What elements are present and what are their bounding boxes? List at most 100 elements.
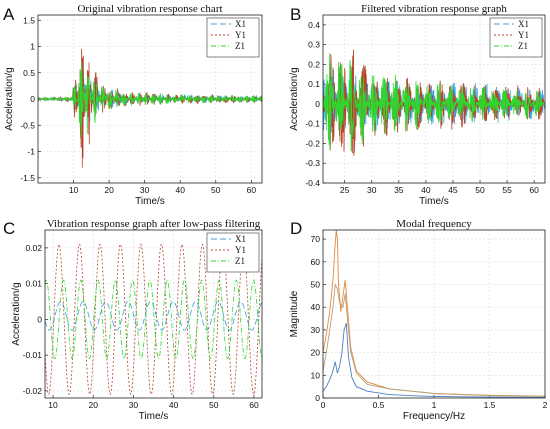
plot-area bbox=[323, 49, 545, 157]
y-tick-label: -0.2 bbox=[305, 138, 320, 148]
y-axis-label: Magnitude bbox=[289, 290, 300, 337]
panel-title: Original vibration response chart bbox=[77, 3, 222, 15]
legend-entry-x1: X1 bbox=[235, 234, 246, 244]
x-tick-label: 0.5 bbox=[373, 400, 385, 410]
y-tick-label: 1 bbox=[30, 42, 35, 52]
panel-label: C bbox=[3, 219, 15, 238]
y-tick-label: -0.01 bbox=[23, 350, 43, 360]
x-tick-label: 50 bbox=[475, 185, 485, 195]
series-line-z1 bbox=[38, 62, 262, 137]
x-tick-label: 55 bbox=[502, 185, 512, 195]
x-tick-label: 50 bbox=[211, 185, 221, 195]
y-tick-label: 0 bbox=[315, 393, 320, 403]
x-tick-label: 30 bbox=[140, 185, 150, 195]
y-tick-label: -1 bbox=[27, 147, 35, 157]
x-tick-label: 1 bbox=[432, 400, 437, 410]
legend-entry-y1: Y1 bbox=[235, 245, 246, 255]
plot-frame bbox=[322, 229, 546, 399]
legend-entry-y1: Y1 bbox=[518, 30, 529, 40]
legend-entry-z1: Z1 bbox=[235, 256, 245, 266]
x-tick-label: 20 bbox=[104, 185, 114, 195]
panel-label: A bbox=[3, 5, 15, 24]
plot-area bbox=[38, 48, 262, 168]
plot-frame bbox=[44, 229, 263, 399]
y-tick-label: 0.3 bbox=[308, 40, 320, 50]
x-tick-label: 60 bbox=[529, 185, 539, 195]
series-line-z1 bbox=[323, 53, 545, 152]
x-tick-label: 20 bbox=[88, 400, 98, 410]
x-tick-label: 0 bbox=[321, 400, 326, 410]
y-tick-label: 0 bbox=[37, 314, 42, 324]
legend-entry-y1: Y1 bbox=[235, 30, 246, 40]
y-tick-label: 0 bbox=[315, 99, 320, 109]
series-line-y1 bbox=[45, 243, 262, 396]
x-axis-label: Time/s bbox=[135, 196, 165, 207]
x-tick-label: 50 bbox=[209, 400, 219, 410]
x-tick-label: 30 bbox=[129, 400, 139, 410]
y-tick-label: -0.3 bbox=[305, 158, 320, 168]
legend-entry-z1: Z1 bbox=[518, 41, 528, 51]
y-tick-label: 60 bbox=[311, 257, 321, 267]
legend-entry-x1: X1 bbox=[235, 19, 246, 29]
panel-label: D bbox=[290, 219, 302, 238]
panel-label: B bbox=[290, 5, 301, 24]
y-tick-label: 0.5 bbox=[23, 68, 35, 78]
x-tick-label: 60 bbox=[247, 185, 257, 195]
x-tick-label: 40 bbox=[421, 185, 431, 195]
y-tick-label: -1.5 bbox=[20, 173, 35, 183]
y-tick-label: 70 bbox=[311, 234, 321, 244]
series-line-z1 bbox=[45, 279, 262, 360]
y-tick-label: 40 bbox=[311, 302, 321, 312]
y-tick-label: 0 bbox=[30, 94, 35, 104]
y-tick-label: 0.1 bbox=[308, 79, 320, 89]
y-tick-label: 1.5 bbox=[23, 15, 35, 25]
series-line-y1 bbox=[38, 48, 262, 168]
x-tick-label: 30 bbox=[367, 185, 377, 195]
x-axis-label: Frequency/Hz bbox=[403, 411, 465, 422]
series-line-x1 bbox=[38, 71, 262, 122]
y-tick-label: -0.4 bbox=[305, 178, 320, 188]
x-axis-label: Time/s bbox=[419, 196, 449, 207]
y-tick-label: 0.2 bbox=[308, 59, 320, 69]
y-axis-label: Acceleration/g bbox=[289, 67, 300, 130]
plot-area bbox=[323, 230, 545, 398]
panel-b: B Filtered vibration response graph 25 30 35… bbox=[289, 3, 546, 207]
series-line-curve-1 bbox=[323, 322, 545, 398]
y-tick-label: 0.4 bbox=[308, 20, 320, 30]
y-tick-label: 0.02 bbox=[25, 243, 42, 253]
plot-frame bbox=[322, 14, 546, 184]
plot-frame bbox=[37, 14, 263, 184]
y-tick-label: -0.02 bbox=[23, 386, 43, 396]
x-tick-label: 25 bbox=[340, 185, 350, 195]
x-tick-label: 45 bbox=[448, 185, 458, 195]
plot-area bbox=[45, 243, 262, 396]
x-tick-label: 10 bbox=[69, 185, 79, 195]
panel-title: Vibration response graph after low-pass … bbox=[47, 218, 261, 230]
y-tick-label: -0.1 bbox=[305, 119, 320, 129]
x-tick-label: 60 bbox=[249, 400, 259, 410]
x-axis-label: Time/s bbox=[139, 411, 169, 422]
x-tick-label: 40 bbox=[175, 185, 185, 195]
y-tick-label: 10 bbox=[311, 370, 321, 380]
series-line-curve-3 bbox=[323, 282, 545, 397]
y-tick-label: 20 bbox=[311, 348, 321, 358]
x-tick-label: 10 bbox=[48, 400, 58, 410]
panel-c: C Vibration response graph after low-pass… bbox=[3, 218, 263, 422]
legend-entry-x1: X1 bbox=[518, 19, 529, 29]
y-tick-label: 50 bbox=[311, 279, 321, 289]
x-tick-label: 35 bbox=[394, 185, 404, 195]
y-tick-label: 0.01 bbox=[25, 279, 42, 289]
y-axis-label: Acceleration/g bbox=[11, 282, 22, 345]
y-tick-label: -0.5 bbox=[20, 120, 35, 130]
legend-entry-z1: Z1 bbox=[235, 41, 245, 51]
panel-title: Filtered vibration response graph bbox=[361, 3, 507, 15]
y-axis-label: Acceleration/g bbox=[4, 67, 15, 130]
x-tick-label: 1.5 bbox=[484, 400, 496, 410]
x-tick-label: 40 bbox=[169, 400, 179, 410]
